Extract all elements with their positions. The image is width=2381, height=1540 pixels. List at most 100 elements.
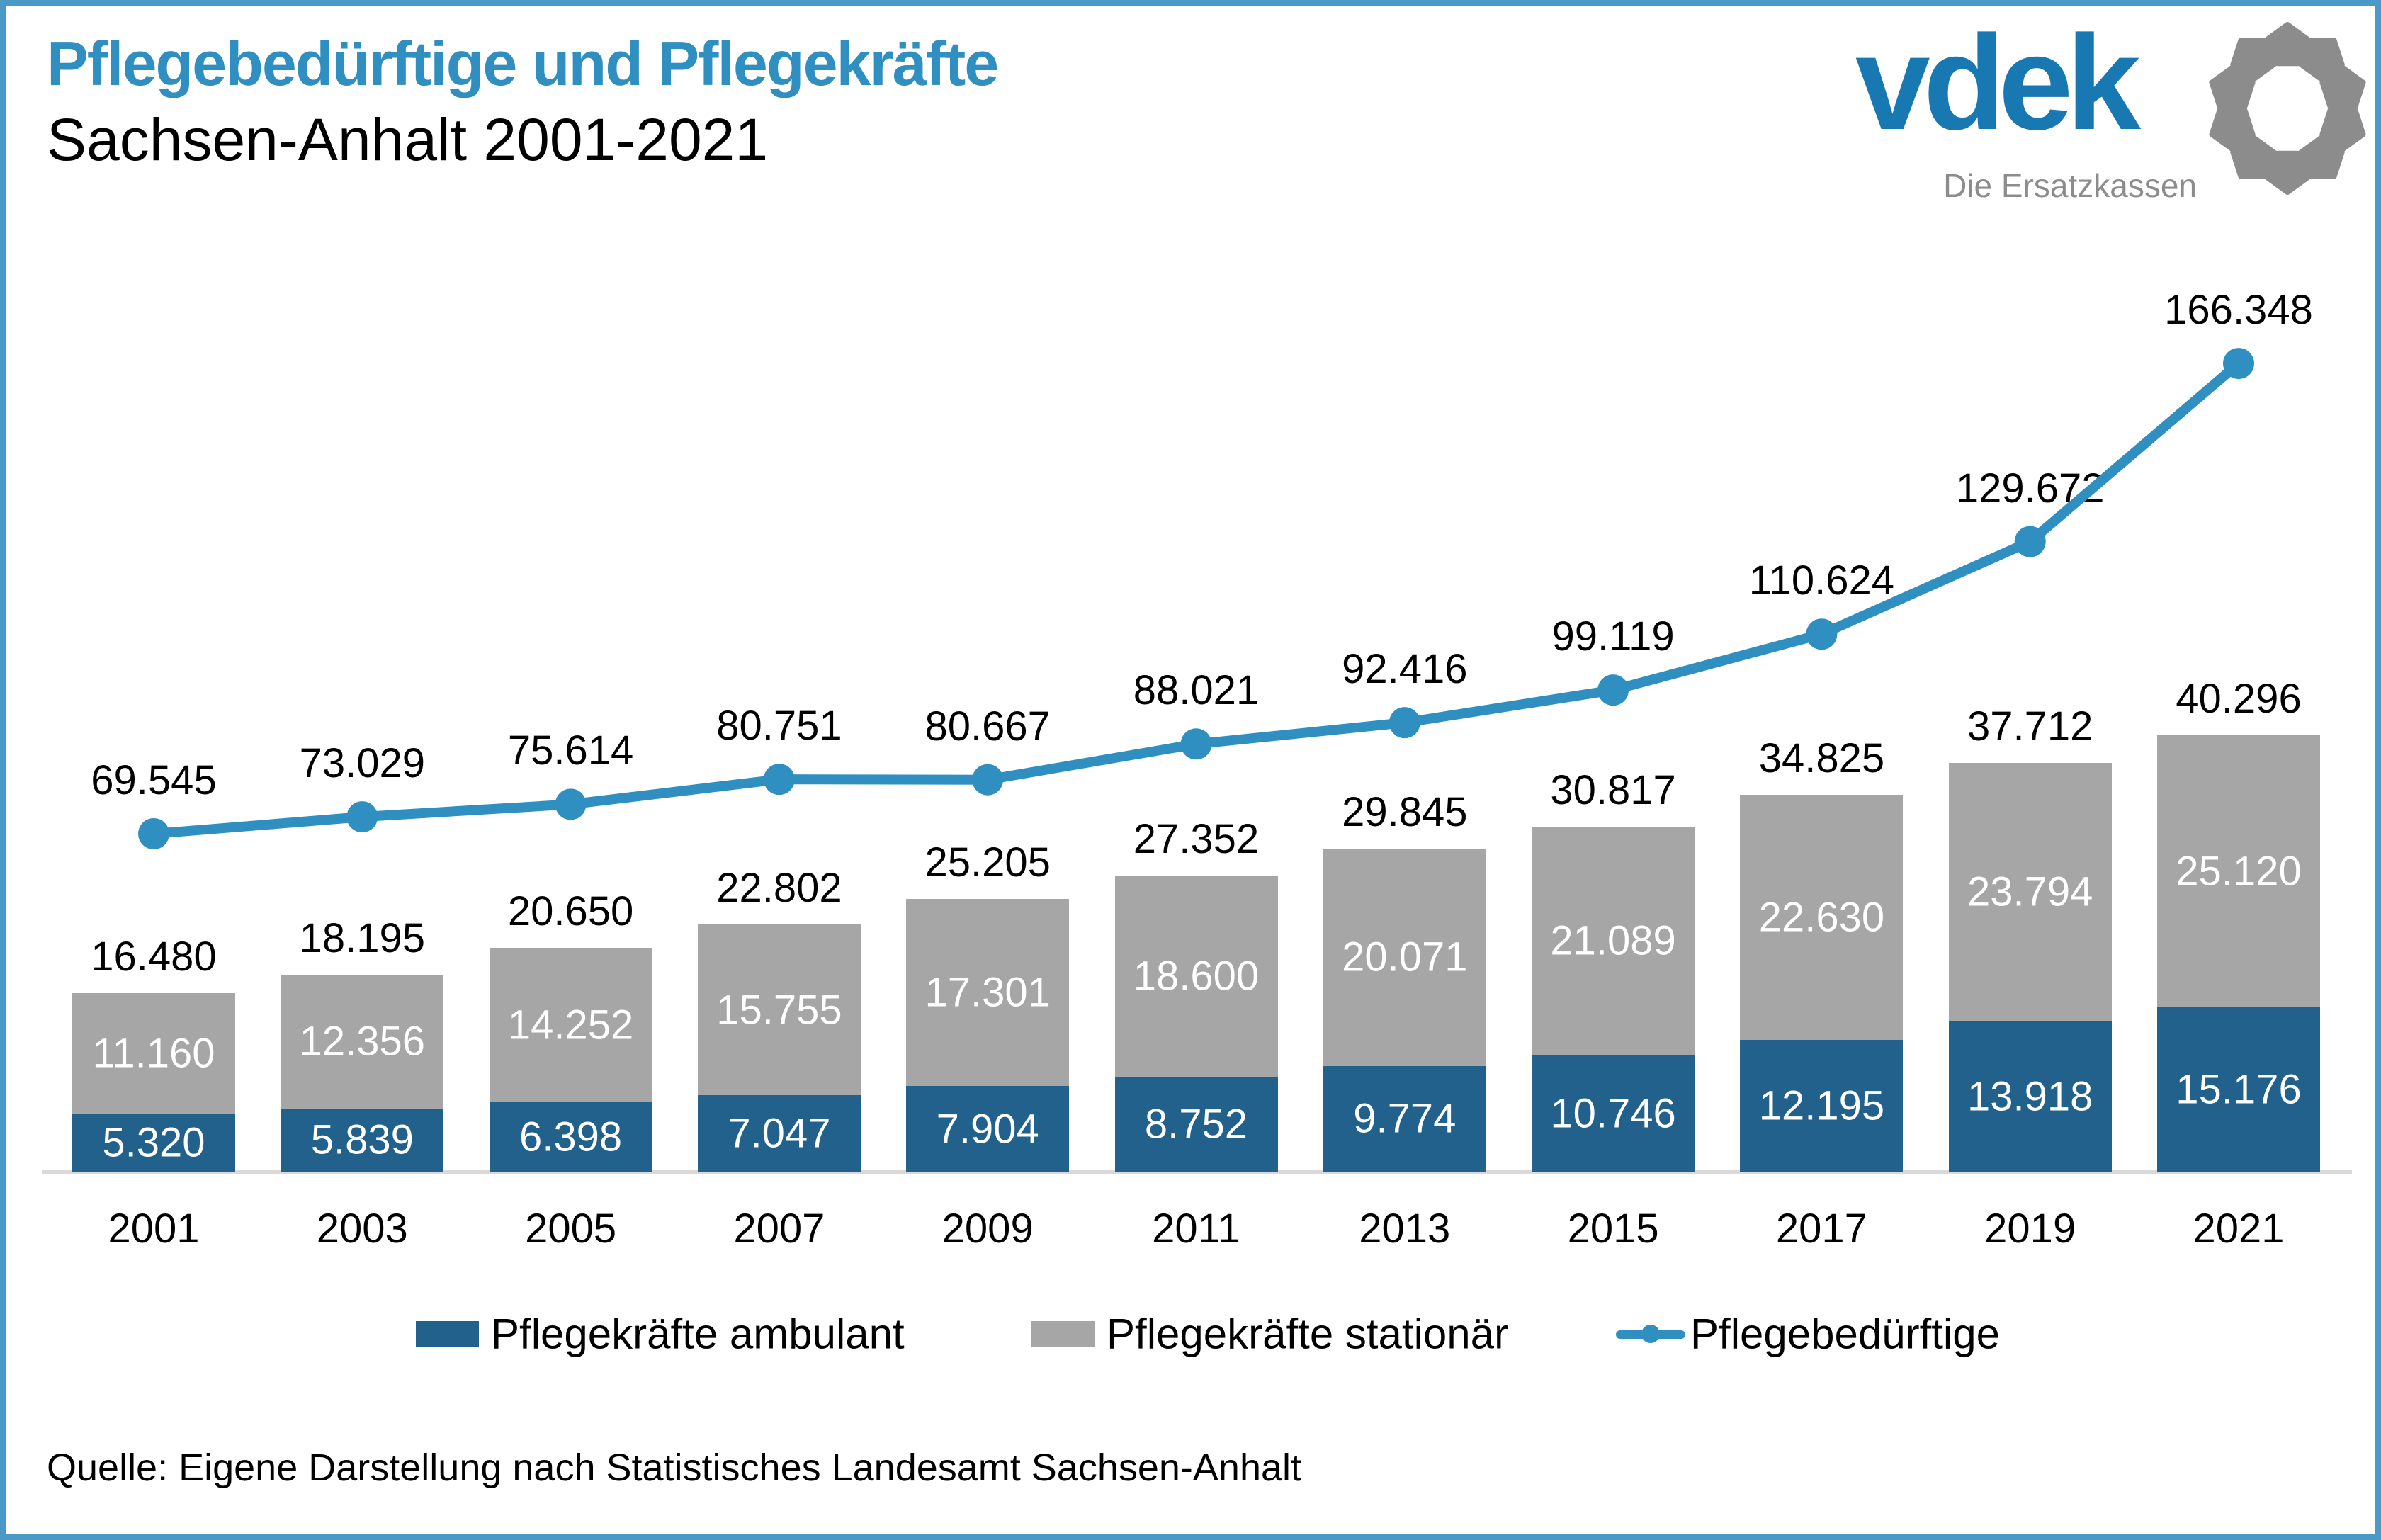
line-point-2017 [1806, 618, 1838, 650]
legend-label-stationaer: Pflegekräfte stationär [1107, 1310, 1508, 1358]
bar-value-ambulant-2003: 5.839 [310, 1116, 414, 1163]
bar-value-stationaer-2003: 12.356 [299, 1018, 425, 1065]
vdek-ring-segment [2230, 135, 2277, 179]
line-point-2001 [138, 818, 169, 850]
bar-segment-stationaer-2011 [1114, 875, 1278, 1077]
bar-value-ambulant-2009: 7.904 [936, 1106, 1039, 1153]
bar-total-label-2007: 22.802 [716, 865, 842, 912]
bar-value-stationaer-2013: 20.071 [1342, 934, 1468, 980]
bar-value-stationaer-2009: 17.301 [924, 969, 1051, 1016]
x-tick-label-2019: 2019 [1984, 1206, 2076, 1252]
bar-segment-ambulant-2015 [1532, 1055, 1695, 1172]
x-tick-label-2003: 2003 [316, 1206, 408, 1252]
vdek-ring-segment [2298, 135, 2345, 179]
line-value-label-2017: 110.624 [1748, 557, 1895, 604]
bar-segment-stationaer-2003 [281, 974, 444, 1109]
line-value-label-2011: 88.021 [1133, 667, 1260, 714]
bar-value-stationaer-2005: 14.252 [507, 1002, 634, 1048]
vdek-ring-segment [2298, 38, 2345, 82]
bar-value-ambulant-2019: 13.918 [1967, 1073, 2093, 1120]
x-tick-label-2009: 2009 [941, 1206, 1034, 1252]
vdek-ring-segment [2230, 38, 2277, 82]
bar-segment-ambulant-2003 [281, 1108, 444, 1172]
bar-segment-stationaer-2005 [489, 948, 652, 1103]
bar-total-label-2015: 30.817 [1550, 767, 1676, 814]
vdek-logo-tagline: Die Ersatzkassen [1943, 167, 2197, 204]
source-note: Quelle: Eigene Darstellung nach Statisti… [47, 1446, 1302, 1489]
legend-swatch-ambulant [416, 1321, 479, 1347]
line-value-label-2013: 92.416 [1342, 646, 1468, 693]
line-value-label-2001: 69.545 [91, 757, 217, 803]
bar-value-stationaer-2021: 25.120 [2176, 848, 2302, 895]
bar-value-stationaer-2017: 22.630 [1758, 894, 1885, 941]
bar-segment-ambulant-2009 [906, 1086, 1070, 1172]
x-tick-label-2011: 2011 [1152, 1206, 1240, 1252]
bar-segment-stationaer-2021 [2157, 735, 2320, 1007]
bar-segment-ambulant-2005 [489, 1102, 652, 1172]
line-series-pflegebeduerftige [138, 348, 2254, 850]
bar-value-stationaer-2001: 11.160 [92, 1030, 215, 1077]
line-point-2003 [346, 801, 378, 833]
line-point-2015 [1597, 674, 1629, 706]
bar-value-stationaer-2015: 21.089 [1550, 917, 1676, 964]
line-value-label-2015: 99.119 [1551, 613, 1675, 660]
legend-label-pflegebeduerftige: Pflegebedürftige [1690, 1310, 2000, 1358]
x-tick-label-2005: 2005 [525, 1206, 617, 1252]
vdek-logo-wordmark: vdek [1855, 8, 2141, 158]
line-point-2009 [972, 764, 1004, 796]
line-point-2007 [763, 764, 795, 796]
bar-total-label-2011: 27.352 [1133, 815, 1260, 862]
line-value-label-2005: 75.614 [507, 727, 634, 774]
bar-value-ambulant-2001: 5.320 [102, 1119, 205, 1166]
bar-value-ambulant-2007: 7.047 [728, 1110, 831, 1157]
bar-segment-ambulant-2011 [1114, 1077, 1278, 1172]
bar-value-ambulant-2015: 10.746 [1550, 1090, 1676, 1137]
x-axis-line [42, 1170, 2352, 1174]
x-tick-label-2007: 2007 [733, 1206, 825, 1252]
bar-total-label-2013: 29.845 [1342, 788, 1468, 835]
line-value-label-2021: 166.348 [2164, 287, 2313, 334]
page-title: Pflegebedürftige und Pflegekräfte [47, 28, 999, 98]
bar-value-ambulant-2013: 9.774 [1353, 1095, 1457, 1142]
bar-segment-stationaer-2015 [1532, 827, 1695, 1055]
x-tick-label-2015: 2015 [1567, 1206, 1659, 1252]
line-point-2013 [1389, 707, 1420, 739]
bar-segment-stationaer-2001 [72, 993, 235, 1114]
bar-segment-ambulant-2007 [697, 1095, 861, 1172]
bar-segment-ambulant-2021 [2157, 1007, 2320, 1172]
bar-value-ambulant-2005: 6.398 [519, 1114, 623, 1160]
bar-segment-stationaer-2009 [906, 898, 1070, 1087]
vdek-ring-segment [2209, 64, 2256, 110]
line-path [149, 358, 2244, 839]
bar-segment-ambulant-2019 [1948, 1021, 2112, 1172]
bar-segment-ambulant-2017 [1740, 1039, 1904, 1172]
bar-value-ambulant-2011: 8.752 [1144, 1101, 1248, 1148]
legend-label-ambulant: Pflegekräfte ambulant [491, 1310, 905, 1358]
vdek-ring-segment [2209, 107, 2256, 152]
bar-segment-stationaer-2007 [697, 924, 861, 1096]
x-tick-label-2017: 2017 [1775, 1206, 1867, 1252]
vdek-ring-segment [2264, 150, 2311, 195]
legend-line-dot-icon [1641, 1325, 1660, 1343]
line-point-2005 [555, 788, 587, 820]
bar-total-label-2005: 20.650 [507, 888, 634, 935]
vdek-ring-icon [2209, 22, 2366, 195]
line-point-2011 [1180, 728, 1212, 760]
bar-total-label-2017: 34.825 [1758, 735, 1885, 781]
line-value-label-2007: 80.751 [716, 703, 842, 749]
bar-value-ambulant-2021: 15.176 [2176, 1066, 2302, 1113]
bar-value-stationaer-2011: 18.600 [1133, 953, 1260, 1000]
bar-value-stationaer-2007: 15.755 [716, 987, 842, 1034]
bar-segment-stationaer-2019 [1948, 763, 2112, 1021]
bar-value-ambulant-2017: 12.195 [1758, 1082, 1885, 1129]
vdek-ring-segment [2319, 107, 2366, 152]
x-tick-label-2013: 2013 [1359, 1206, 1451, 1252]
bar-segment-ambulant-2001 [72, 1114, 235, 1172]
bar-total-label-2001: 16.480 [91, 934, 217, 980]
line-value-label-2009: 80.667 [924, 703, 1051, 749]
bar-total-label-2021: 40.296 [2176, 675, 2302, 722]
bar-total-label-2003: 18.195 [299, 915, 425, 961]
bar-total-label-2019: 37.712 [1967, 703, 2093, 750]
line-point-2019 [2014, 526, 2046, 557]
